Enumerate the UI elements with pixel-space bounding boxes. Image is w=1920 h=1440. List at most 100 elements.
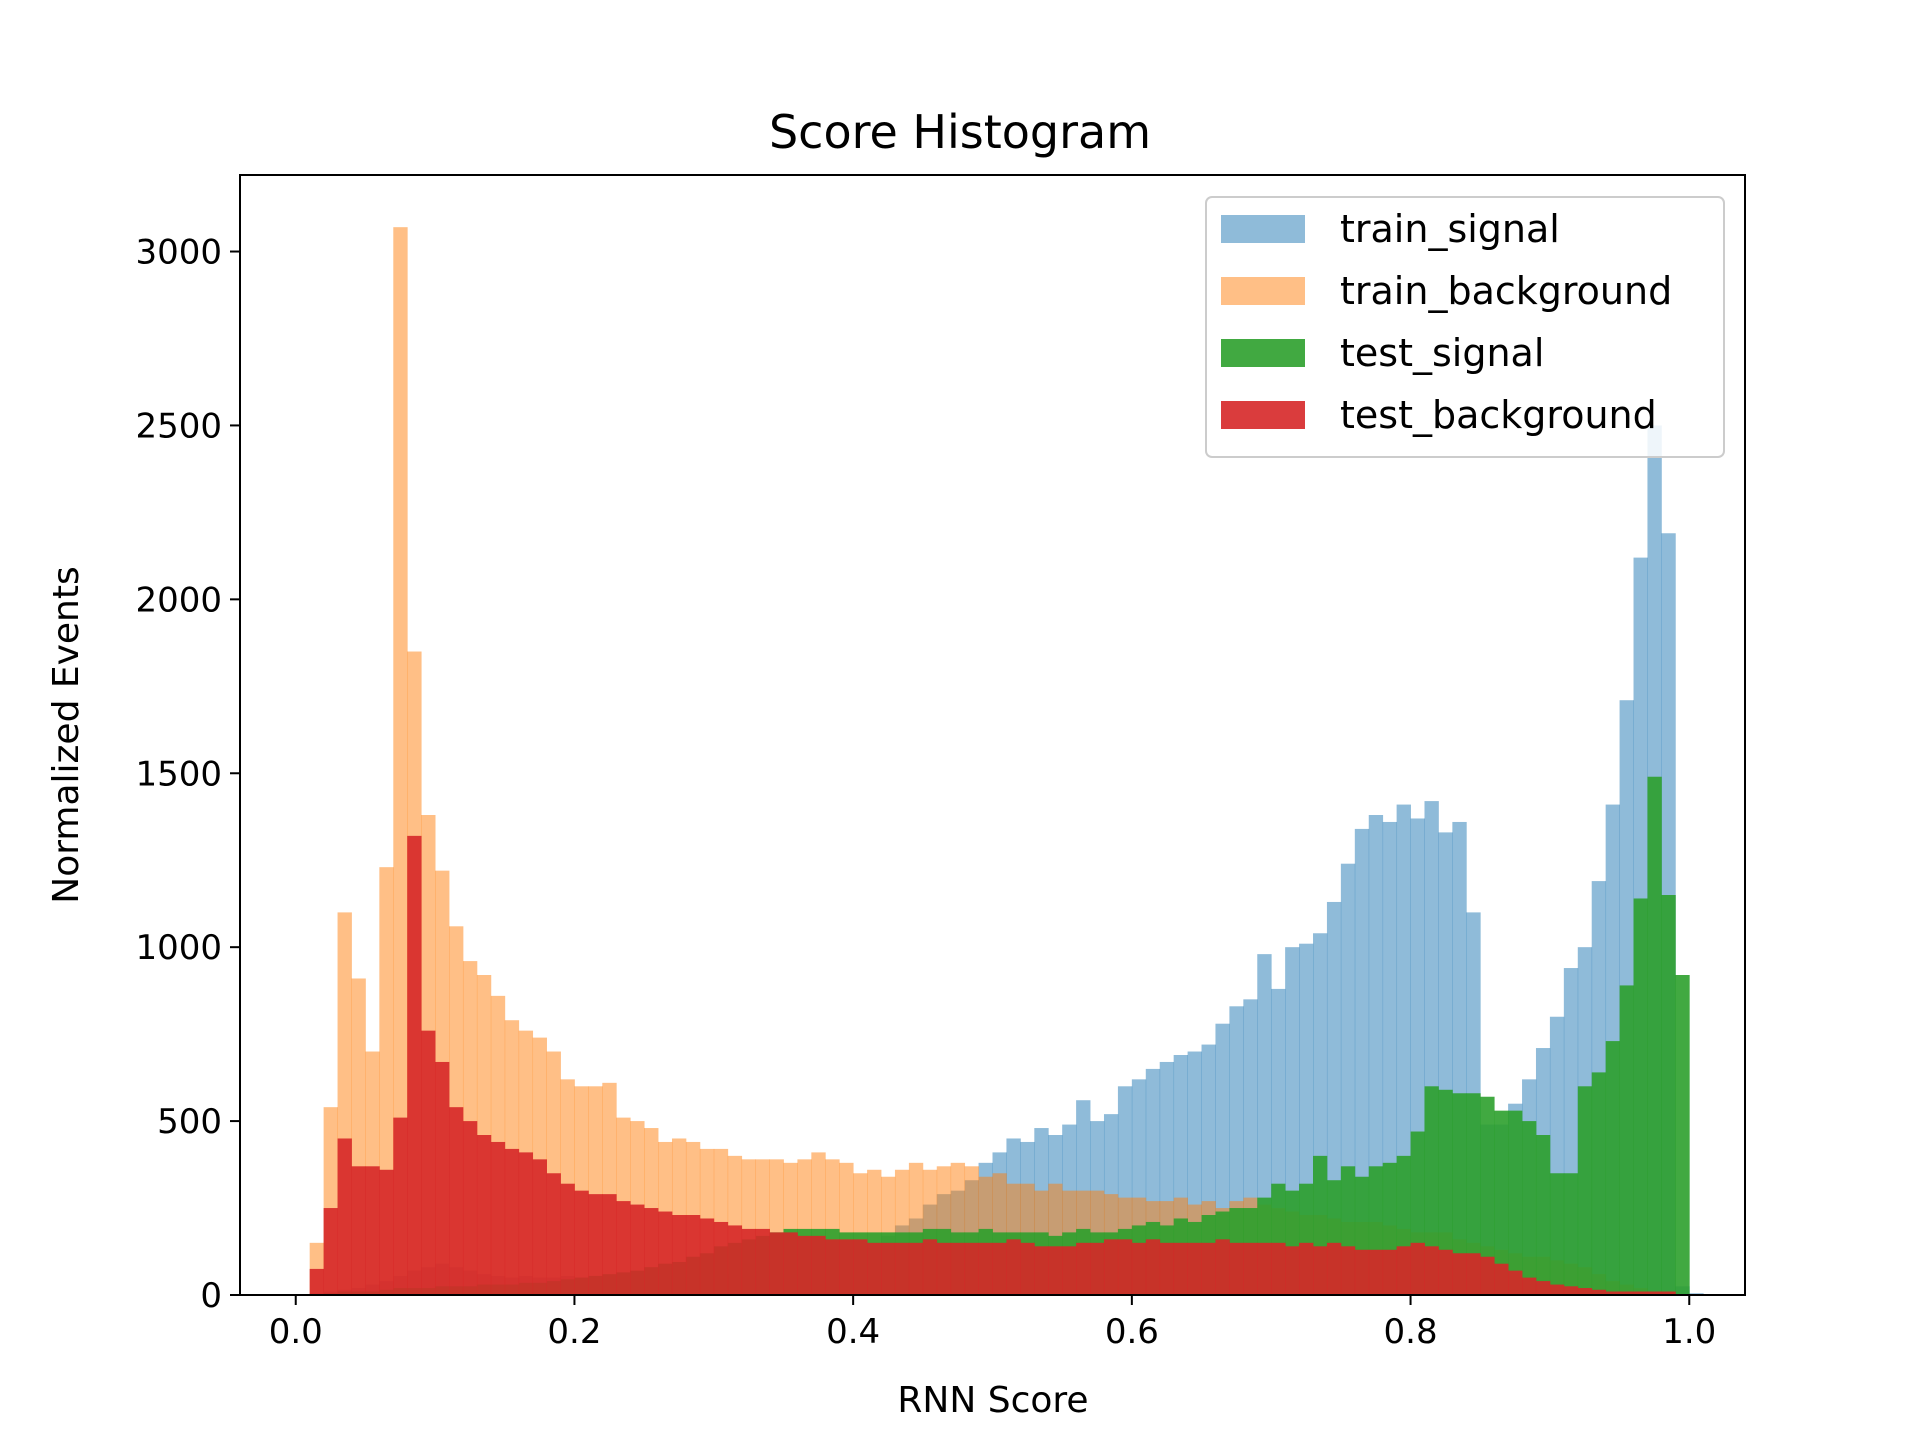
legend-swatch-test-background (1221, 401, 1305, 429)
bar-test-background (992, 1242, 1007, 1295)
bar-test-background (1257, 1242, 1272, 1295)
y-tick-label: 2500 (135, 406, 222, 446)
bar-test-signal (1452, 1093, 1467, 1295)
legend-swatch-test-signal (1221, 339, 1305, 367)
x-tick-label: 0.0 (269, 1312, 323, 1352)
bar-test-background (741, 1228, 757, 1295)
bar-test-background (1438, 1249, 1453, 1295)
bar-test-background (421, 1030, 436, 1295)
bar-test-background (1340, 1246, 1356, 1295)
x-tick-label: 0.6 (1105, 1312, 1159, 1352)
bar-test-background (1090, 1242, 1105, 1295)
bar-test-background (1243, 1242, 1258, 1295)
bar-test-background (1285, 1246, 1300, 1295)
bar-test-background (644, 1208, 659, 1295)
bar-test-signal (1577, 1086, 1593, 1295)
bar-test-background (1299, 1242, 1314, 1295)
bar-test-background (1480, 1256, 1495, 1295)
bar-test-background (950, 1242, 966, 1295)
bar-test-background (1647, 1291, 1662, 1295)
bar-test-background (602, 1194, 617, 1295)
bar-test-background (379, 1169, 394, 1295)
bar-test-background (1591, 1289, 1607, 1295)
bar-test-background (894, 1242, 910, 1295)
bar-test-background (713, 1221, 729, 1295)
bar-test-background (1466, 1253, 1481, 1295)
bar-test-background (1661, 1291, 1676, 1295)
bar-test-background (825, 1239, 840, 1295)
bar-test-background (560, 1183, 575, 1295)
bar-test-background (978, 1242, 993, 1295)
bar-test-background (685, 1215, 701, 1295)
bar-test-background (1577, 1288, 1593, 1295)
bar-test-signal (1619, 985, 1634, 1295)
bar-test-background (1173, 1242, 1188, 1295)
bar-test-signal (1591, 1072, 1607, 1295)
bar-test-background (1145, 1239, 1161, 1295)
bar-test-background (309, 1268, 325, 1295)
bar-test-background (1006, 1239, 1021, 1295)
bar-test-background (574, 1190, 589, 1295)
bar-test-background (881, 1242, 896, 1295)
bar-test-background (490, 1141, 506, 1295)
x-axis: 0.0 0.2 0.4 0.6 0.8 1.0 (269, 1295, 1716, 1352)
bar-test-background (1508, 1270, 1523, 1295)
bar-test-background (546, 1173, 561, 1295)
bar-test-background (449, 1107, 464, 1295)
bar-test-background (532, 1159, 547, 1295)
bar-test-background (797, 1235, 812, 1295)
bar-test-background (1103, 1239, 1119, 1295)
bar-test-background (323, 1208, 338, 1295)
bar-test-background (1494, 1263, 1509, 1295)
bar-test-background (1117, 1239, 1133, 1295)
y-tick-label: 0 (200, 1276, 222, 1316)
bar-test-background (1062, 1246, 1077, 1295)
bar-test-background (1563, 1286, 1579, 1295)
y-axis: 0 500 1000 1500 2000 2500 3000 (135, 233, 240, 1316)
legend-label-train-background: train_background (1340, 269, 1672, 313)
bar-test-signal (1494, 1110, 1509, 1295)
x-tick-label: 0.4 (826, 1312, 880, 1352)
histogram-bars (309, 227, 1704, 1295)
bar-test-signal (1522, 1121, 1537, 1295)
bar-test-background (1187, 1242, 1202, 1295)
legend: train_signal train_background test_signalt… (1205, 196, 1725, 458)
bar-test-background (1382, 1249, 1398, 1295)
x-tick-label: 0.2 (547, 1312, 601, 1352)
legend-label-test-background: test_background (1340, 393, 1657, 437)
x-tick-label: 1.0 (1662, 1312, 1716, 1352)
series-test-background (309, 835, 1676, 1295)
bar-test-background (1410, 1242, 1425, 1295)
bar-test-background (1619, 1291, 1634, 1295)
bar-test-background (1020, 1242, 1035, 1295)
bar-test-background (964, 1242, 979, 1295)
bar-test-signal (1605, 1041, 1620, 1295)
legend-box (1205, 196, 1725, 458)
bar-test-background (936, 1242, 952, 1295)
legend-label-train-signal: train_signal (1340, 207, 1560, 251)
bar-test-background (1605, 1291, 1620, 1295)
y-tick-label: 1000 (135, 928, 222, 968)
bar-test-background (1396, 1246, 1411, 1295)
bar-test-signal (1466, 1093, 1481, 1295)
bar-test-background (616, 1201, 631, 1295)
bar-test-background (1076, 1242, 1091, 1295)
bar-test-signal (1675, 975, 1690, 1295)
bar-test-background (337, 1138, 352, 1295)
bar-test-background (1452, 1253, 1467, 1295)
x-tick-label: 0.8 (1384, 1312, 1438, 1352)
bar-test-background (769, 1232, 784, 1295)
bar-test-background (1633, 1291, 1648, 1295)
bar-test-signal (1535, 1135, 1551, 1295)
chart-title: Score Histogram (769, 105, 1151, 159)
bar-test-background (1048, 1246, 1063, 1295)
legend-label-test-signal: test_signal (1340, 331, 1544, 375)
plot-frame (239, 174, 1746, 1296)
bar-test-background (462, 1121, 478, 1295)
bar-test-background (1326, 1242, 1342, 1295)
bar-test-background (783, 1232, 798, 1295)
bar-test-background (351, 1166, 366, 1295)
bar-test-background (839, 1239, 854, 1295)
bar-test-background (853, 1239, 868, 1295)
x-axis-title: RNN Score (897, 1380, 1088, 1421)
